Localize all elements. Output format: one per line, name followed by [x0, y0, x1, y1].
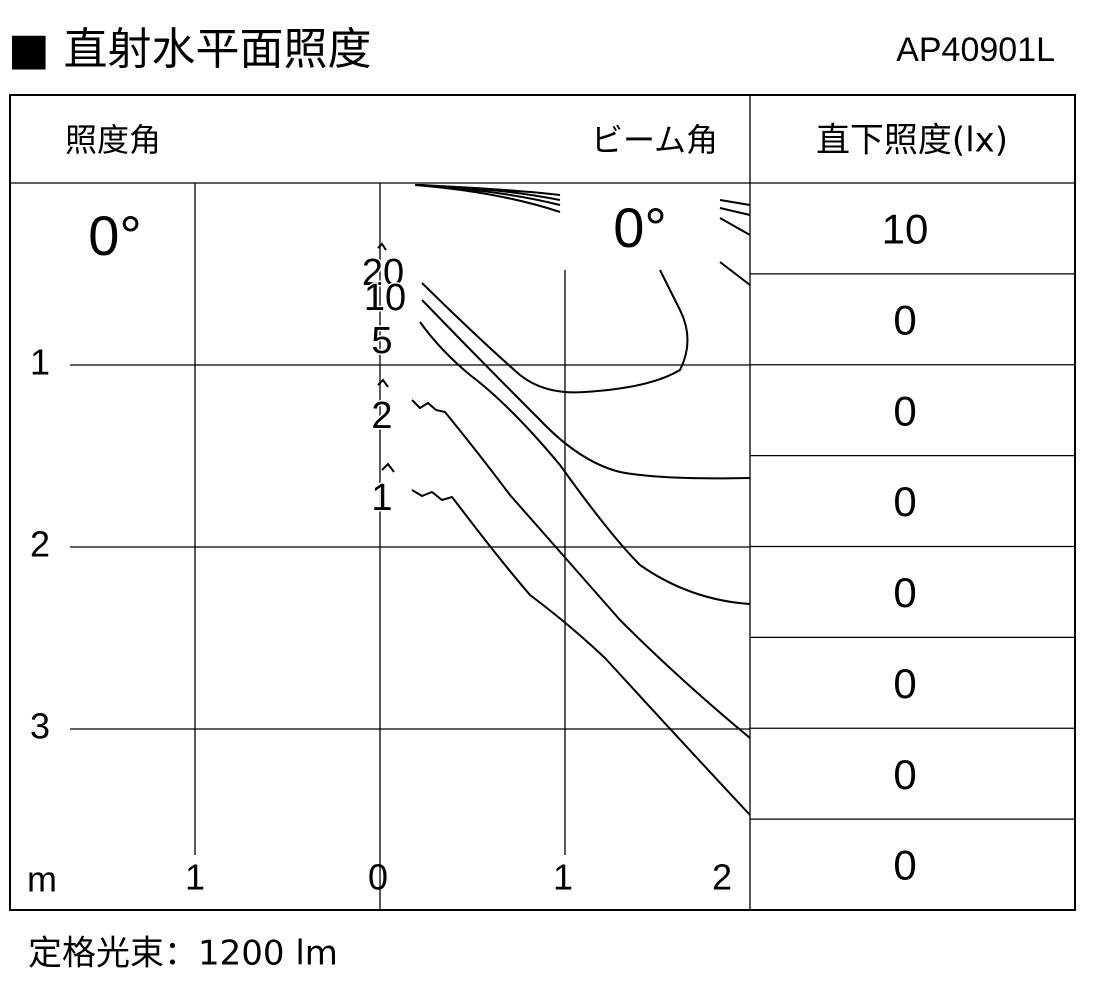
title: ■ 直射水平面照度 [8, 24, 372, 75]
contour-label: 20 [362, 252, 404, 294]
contour-label: 10 [364, 277, 406, 319]
illuminance-value: 0 [893, 842, 916, 889]
illuminance-value: 0 [893, 660, 916, 707]
illuminance-value: 0 [893, 296, 916, 343]
unit-label: m [27, 859, 57, 900]
model: AP40901L [896, 31, 1055, 69]
angle-label: 0° [613, 196, 667, 259]
footer: 定格光束：1200 lm [28, 934, 338, 974]
y-label: 1 [30, 342, 50, 383]
illuminance-value: 10 [882, 206, 929, 253]
contour-label: 1 [371, 477, 392, 519]
x-label: 1 [553, 857, 573, 898]
illuminance-value: 0 [893, 569, 916, 616]
x-label: 2 [712, 857, 732, 898]
angle-label: 0° [88, 204, 142, 267]
contour-label: 5 [371, 320, 392, 362]
illuminance-value: 0 [893, 478, 916, 525]
illuminance-value: 0 [893, 387, 916, 434]
y-label: 3 [30, 706, 50, 747]
y-label: 2 [30, 524, 50, 565]
beam-label: ビーム角 [591, 121, 718, 159]
column-title: 直下照度(lx) [816, 121, 1008, 161]
left-label: 照度角 [65, 121, 161, 159]
illuminance-value: 0 [893, 751, 916, 798]
x-label: 0 [368, 857, 388, 898]
contours [377, 184, 751, 816]
x-label: 1 [185, 857, 205, 898]
frame [9, 94, 1076, 911]
contour-label: 2 [371, 395, 392, 437]
